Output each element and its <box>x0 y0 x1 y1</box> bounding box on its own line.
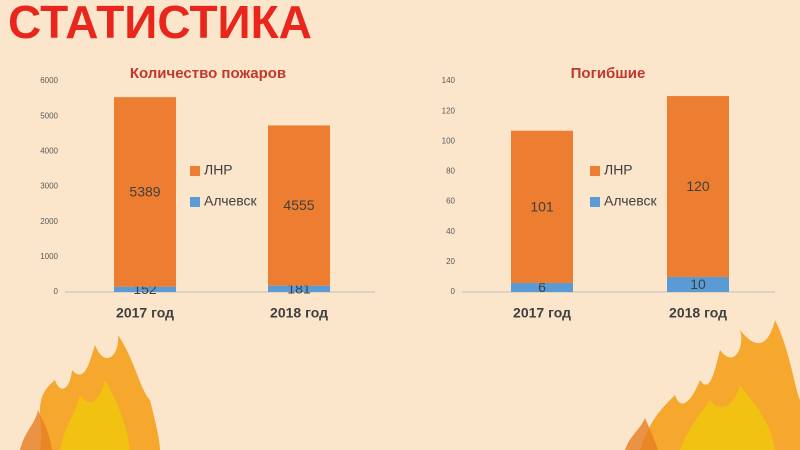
bar-segment <box>511 282 573 292</box>
legend-swatch <box>590 197 600 207</box>
y-tick-label: 4000 <box>40 146 58 155</box>
y-tick-label: 2000 <box>40 217 58 226</box>
data-label: 4555 <box>283 197 314 213</box>
legend-label: Алчевск <box>204 193 258 209</box>
bar-segment <box>268 125 330 286</box>
y-tick-label: 3000 <box>40 182 58 191</box>
legend-swatch <box>590 166 600 176</box>
y-tick-label: 120 <box>442 106 456 115</box>
chart-title: Погибшие <box>571 65 646 82</box>
y-tick-label: 100 <box>442 136 456 145</box>
bar-segment <box>114 97 176 287</box>
flames-right <box>625 320 800 450</box>
y-tick-label: 20 <box>446 257 455 266</box>
y-tick-label: 60 <box>446 197 455 206</box>
legend-label: Алчевск <box>604 193 658 209</box>
chart-title: Количество пожаров <box>130 65 286 82</box>
data-label: 101 <box>530 199 554 215</box>
legend-swatch <box>190 197 200 207</box>
y-tick-label: 5000 <box>40 111 58 120</box>
data-label: 6 <box>538 279 546 295</box>
y-tick-label: 1000 <box>40 252 58 261</box>
y-tick-label: 6000 <box>40 76 58 85</box>
bar-segment <box>114 286 176 292</box>
bar-segment <box>667 276 729 292</box>
x-tick-label: 2018 год <box>270 305 328 321</box>
y-tick-label: 80 <box>446 167 455 176</box>
x-tick-label: 2017 год <box>116 305 174 321</box>
flames-left <box>20 335 160 450</box>
legend-label: ЛНР <box>204 162 233 178</box>
page-title: СТАТИСТИКА <box>8 0 312 48</box>
data-label: 120 <box>686 178 710 194</box>
x-tick-label: 2018 год <box>669 305 727 321</box>
bar-segment <box>511 130 573 283</box>
y-tick-label: 0 <box>54 287 59 296</box>
bar-segment <box>268 285 330 292</box>
legend-label: ЛНР <box>604 162 633 178</box>
data-label: 5389 <box>129 184 160 200</box>
data-label: 10 <box>690 276 706 292</box>
bar-segment <box>667 96 729 277</box>
y-tick-label: 140 <box>442 76 456 85</box>
legend-swatch <box>190 166 200 176</box>
x-tick-label: 2017 год <box>513 305 571 321</box>
y-tick-label: 40 <box>446 227 455 236</box>
y-tick-label: 0 <box>451 287 456 296</box>
